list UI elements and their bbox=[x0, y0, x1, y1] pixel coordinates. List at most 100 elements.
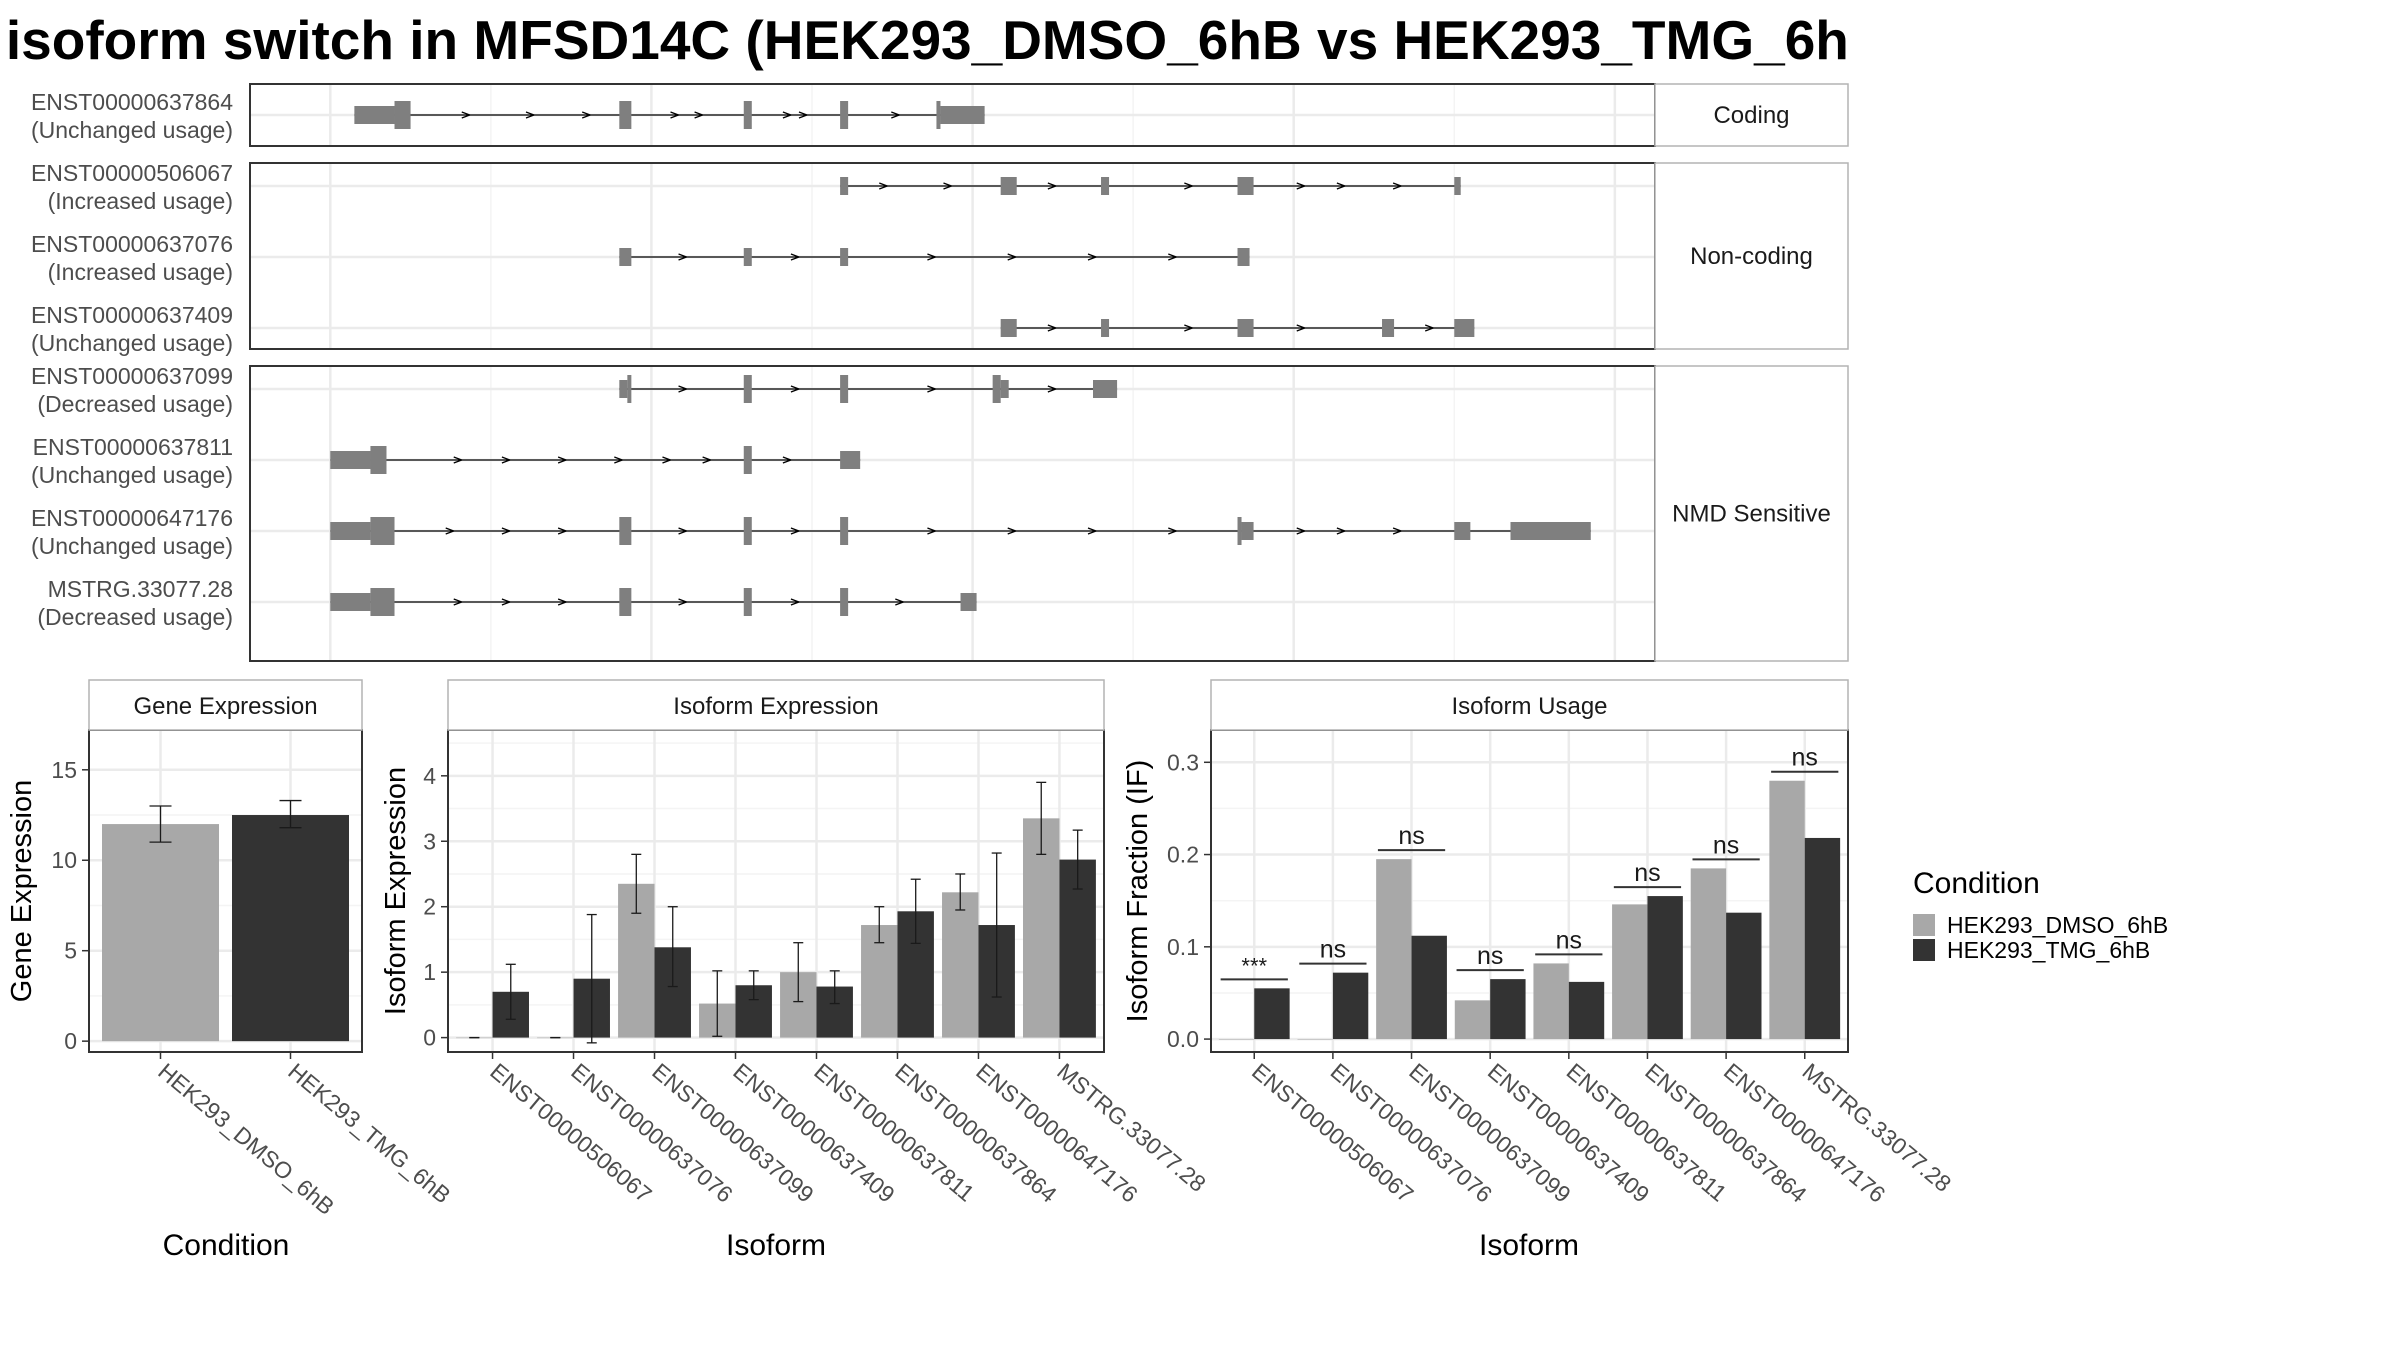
intron-arrow bbox=[1007, 527, 1018, 535]
legend-title: Condition bbox=[1913, 867, 2040, 900]
exon-coding bbox=[627, 375, 632, 403]
exon-utr bbox=[1000, 319, 1017, 337]
x-tick-label: MSTRG.33077.28 bbox=[1052, 1058, 1211, 1197]
y-tick-label: 10 bbox=[51, 847, 77, 873]
facet-strip bbox=[1654, 365, 1849, 662]
intron-arrow bbox=[501, 456, 512, 464]
x-axis-title: Condition bbox=[163, 1229, 290, 1262]
transcript-enst00000506067: ENST00000506067(Increased usage) bbox=[31, 160, 1461, 214]
intron-arrow bbox=[461, 111, 472, 119]
bar bbox=[1376, 859, 1412, 1040]
bar bbox=[102, 824, 219, 1042]
exon-coding bbox=[840, 375, 849, 403]
exon-coding bbox=[619, 588, 632, 616]
exon-utr bbox=[1237, 319, 1254, 337]
intron-arrow bbox=[1168, 253, 1179, 261]
significance-label: ns bbox=[1634, 859, 1660, 887]
chart-title: Gene Expression bbox=[133, 693, 317, 720]
transcript-id-label: ENST00000637864 bbox=[31, 89, 233, 115]
intron-arrow bbox=[1087, 527, 1098, 535]
intron-arrow bbox=[678, 527, 689, 535]
exon-coding bbox=[992, 375, 1001, 403]
legend-item-label: HEK293_DMSO_6hB bbox=[1947, 912, 2168, 938]
transcript-usage-label: (Unchanged usage) bbox=[31, 462, 233, 488]
exon-utr bbox=[1241, 522, 1254, 540]
y-tick-label: 0.2 bbox=[1167, 842, 1199, 868]
structure-panel-coding: ENST00000637864(Unchanged usage) Coding bbox=[31, 83, 1849, 147]
y-axis-title: Isoform Expression bbox=[380, 767, 412, 1015]
exon-utr bbox=[1454, 319, 1475, 337]
y-tick-label: 1 bbox=[423, 959, 436, 985]
significance-label: *** bbox=[1241, 953, 1267, 978]
exon-coding bbox=[743, 446, 752, 474]
intron-arrow bbox=[702, 456, 713, 464]
transcript-usage-label: (Increased usage) bbox=[48, 259, 233, 285]
intron-arrow bbox=[895, 598, 906, 606]
exon-coding bbox=[370, 446, 387, 474]
intron-arrow bbox=[782, 111, 793, 119]
transcript-mstrg-33077-28: MSTRG.33077.28(Decreased usage) bbox=[37, 576, 977, 630]
exon-utr bbox=[940, 106, 985, 124]
exon-utr bbox=[1101, 319, 1110, 337]
intron-arrow bbox=[1047, 324, 1058, 332]
facet-strip bbox=[1210, 679, 1849, 731]
intron-arrow bbox=[1336, 527, 1347, 535]
intron-arrow bbox=[1296, 527, 1307, 535]
transcript-id-label: ENST00000647176 bbox=[31, 505, 233, 531]
significance-label: ns bbox=[1398, 822, 1424, 850]
y-tick-label: 0.0 bbox=[1167, 1026, 1199, 1052]
legend-swatch bbox=[1913, 914, 1935, 936]
significance-label: ns bbox=[1556, 926, 1582, 954]
bar bbox=[1726, 912, 1762, 1040]
exon-coding bbox=[936, 101, 941, 129]
exon-utr bbox=[840, 177, 849, 195]
exon-coding bbox=[370, 588, 395, 616]
figure-title: e isoform switch in MFSD14C (HEK293_DMSO… bbox=[0, 9, 1849, 71]
transcript-id-label: ENST00000637099 bbox=[31, 363, 233, 389]
intron-arrow bbox=[581, 111, 593, 119]
structure-panel-nmd-sensitive: ENST00000637099 (Decreased usage) ENST0000… bbox=[31, 363, 1849, 662]
chart-title: Isoform Expression bbox=[673, 693, 878, 720]
intron-arrow bbox=[927, 385, 938, 393]
intron-arrow bbox=[557, 527, 568, 535]
exon-utr bbox=[1510, 522, 1591, 540]
intron-arrow bbox=[453, 598, 464, 606]
intron-arrow bbox=[943, 182, 954, 190]
y-tick-label: 15 bbox=[51, 757, 77, 783]
intron-arrow bbox=[790, 385, 801, 393]
intron-arrow bbox=[782, 456, 793, 464]
transcript-usage-label: (Unchanged usage) bbox=[31, 533, 233, 559]
y-axis-title: Gene Expression bbox=[6, 780, 38, 1002]
intron-arrow bbox=[678, 385, 689, 393]
bar bbox=[1690, 868, 1727, 1040]
intron-arrow bbox=[678, 253, 689, 261]
exon-coding bbox=[619, 101, 632, 129]
intron-arrow bbox=[1087, 253, 1098, 261]
y-tick-label: 0.3 bbox=[1167, 749, 1199, 775]
bar bbox=[1297, 1039, 1333, 1040]
bar bbox=[1218, 1039, 1255, 1040]
intron-arrow bbox=[927, 527, 938, 535]
x-axis-title: Isoform bbox=[1479, 1229, 1579, 1262]
chart-title: Isoform Usage bbox=[1451, 693, 1607, 720]
intron-arrow bbox=[1007, 253, 1018, 261]
intron-arrow bbox=[557, 456, 568, 464]
y-tick-label: 5 bbox=[64, 938, 77, 964]
exon-utr bbox=[330, 593, 371, 611]
intron-arrow bbox=[501, 598, 512, 606]
intron-arrow bbox=[1047, 385, 1058, 393]
intron-arrow bbox=[525, 111, 536, 119]
intron-arrow bbox=[662, 456, 673, 464]
transcript-usage-label: (Increased usage) bbox=[48, 188, 233, 214]
y-tick-label: 0 bbox=[64, 1028, 77, 1054]
exon-coding bbox=[743, 517, 752, 545]
facet-strip-label: NMD Sensitive bbox=[1672, 501, 1831, 528]
transcript-usage-label: (Decreased usage) bbox=[37, 604, 233, 630]
transcript-id-label: ENST00000637811 bbox=[33, 434, 233, 460]
transcript-usage-label: (Unchanged usage) bbox=[31, 330, 233, 356]
transcript-enst00000637864: ENST00000637864(Unchanged usage) bbox=[31, 89, 985, 143]
intron-arrow bbox=[1168, 527, 1179, 535]
transcript-usage-label: (Unchanged usage) bbox=[31, 117, 233, 143]
significance-label: ns bbox=[1320, 936, 1346, 964]
bar bbox=[232, 815, 349, 1042]
